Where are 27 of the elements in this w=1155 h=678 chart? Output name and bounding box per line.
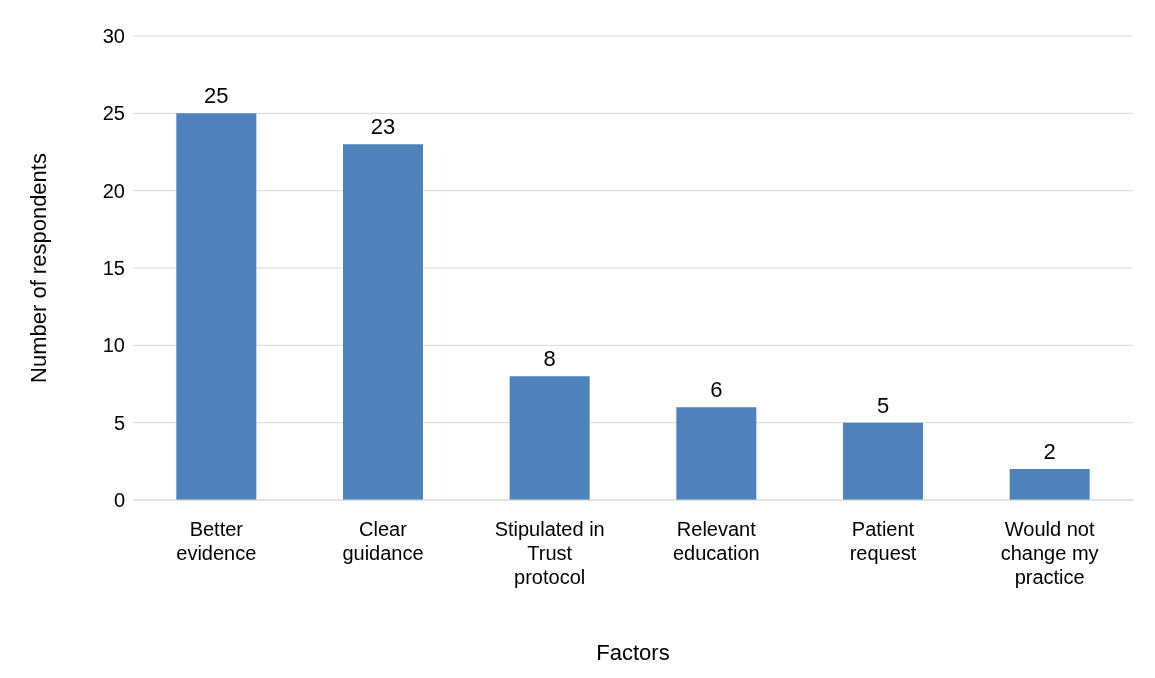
- data-label: 23: [370, 114, 396, 140]
- x-axis-title: Factors: [596, 640, 670, 665]
- x-tick-label: Better evidence: [176, 518, 257, 564]
- data-label: 2: [1043, 439, 1056, 465]
- x-tick-label: Stipulated in Trust protocol: [494, 518, 605, 588]
- y-axis-title: Number of respondents: [25, 153, 51, 383]
- bar: [343, 144, 423, 500]
- y-tick-label: 25: [102, 102, 125, 125]
- data-label: 8: [543, 346, 556, 372]
- data-label: 25: [204, 83, 229, 109]
- data-label: 6: [710, 377, 723, 403]
- y-tick-label: 15: [102, 257, 125, 280]
- x-tick-label: Clear guidance: [342, 518, 424, 564]
- bar: [509, 376, 590, 500]
- y-tick-label: 5: [113, 411, 125, 434]
- x-tick-label: Would not change my practice: [1000, 518, 1099, 588]
- y-tick-label: 20: [102, 179, 125, 202]
- y-tick-label: 0: [113, 489, 125, 512]
- x-tick-label: Relevant education: [672, 518, 760, 564]
- bar: [676, 407, 757, 500]
- bar: [843, 422, 923, 500]
- bar: [1009, 469, 1090, 500]
- y-tick-label: 10: [102, 334, 125, 357]
- y-tick-label: 30: [102, 25, 125, 48]
- data-label: 5: [876, 392, 890, 418]
- bar: [176, 113, 257, 500]
- x-tick-label: Patient request: [849, 518, 917, 564]
